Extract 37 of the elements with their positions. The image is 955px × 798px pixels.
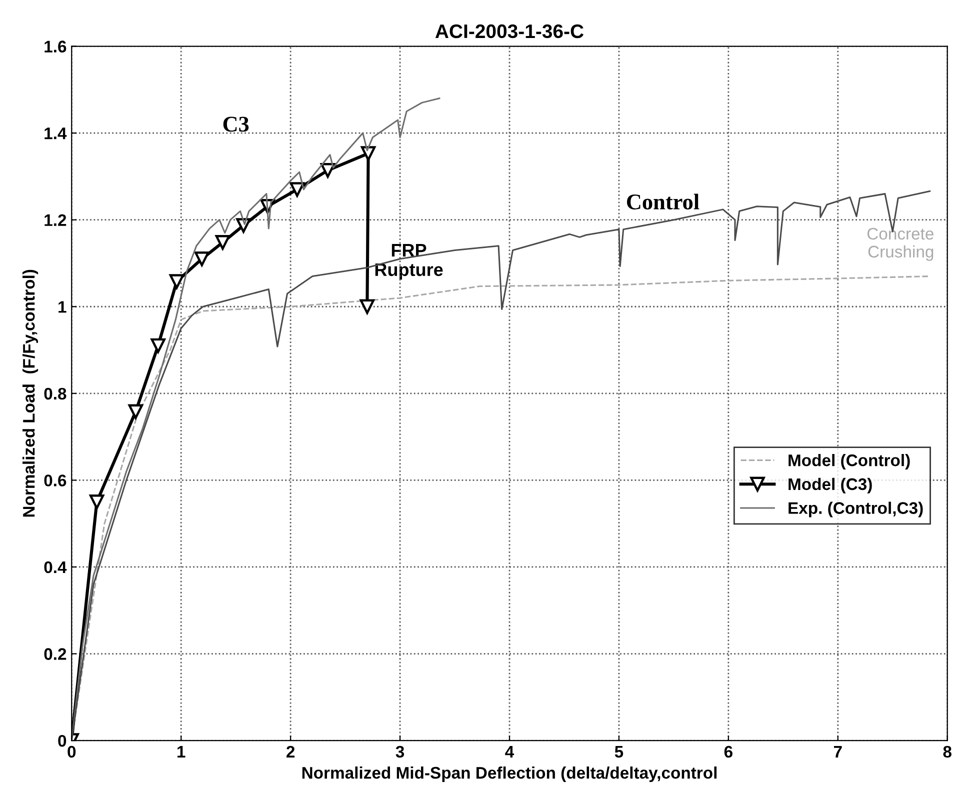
x-tick-label: 2 bbox=[286, 746, 295, 758]
x-tick-label: 0 bbox=[68, 746, 76, 758]
y-tick-label: 0.8 bbox=[44, 388, 66, 400]
point bbox=[360, 299, 375, 314]
y-axis-title: Normalized Load (F/Fy,control) bbox=[22, 270, 38, 517]
x-tick-label: 4 bbox=[505, 746, 514, 758]
x-tick-label: 6 bbox=[724, 746, 732, 758]
x-tick-label: 3 bbox=[396, 746, 404, 758]
x-tick-label: 8 bbox=[943, 746, 952, 758]
x-axis-title: Normalized Mid-Span Deflection (delta/deltay,control bbox=[302, 766, 717, 782]
annotation: Concrete Crushing bbox=[867, 228, 934, 261]
chart-title: ACI-2003-1-36-C bbox=[435, 24, 584, 38]
annotation: Control bbox=[626, 194, 700, 210]
y-tick-label: 0.6 bbox=[44, 474, 66, 486]
y-tick-label: 0.2 bbox=[44, 648, 66, 660]
y-tick-label: 0 bbox=[58, 734, 66, 747]
y-tick-label: 0.4 bbox=[44, 561, 67, 574]
point bbox=[215, 235, 230, 250]
annotation: C3 bbox=[223, 116, 249, 132]
point bbox=[150, 338, 166, 354]
point bbox=[194, 252, 210, 266]
point bbox=[290, 182, 304, 197]
point bbox=[320, 163, 336, 178]
y-tick-label: 1 bbox=[58, 301, 66, 313]
x-tick-label: 7 bbox=[834, 746, 842, 758]
y-tick-label: 1.4 bbox=[44, 128, 67, 140]
x-tick-label: 1 bbox=[178, 746, 186, 758]
point bbox=[169, 274, 184, 289]
x-tick-label: 5 bbox=[614, 746, 624, 758]
point bbox=[128, 404, 144, 419]
legend-label: Exp. (Control,C3) bbox=[788, 502, 923, 518]
y-tick-label: 1.6 bbox=[44, 40, 66, 52]
annotation: FRP Rupture bbox=[375, 244, 443, 280]
y-tick-label: 1.2 bbox=[44, 214, 66, 226]
point bbox=[89, 494, 104, 510]
legend-label: Model (C3) bbox=[788, 478, 872, 494]
legend-label: Model (Control) bbox=[788, 454, 910, 470]
